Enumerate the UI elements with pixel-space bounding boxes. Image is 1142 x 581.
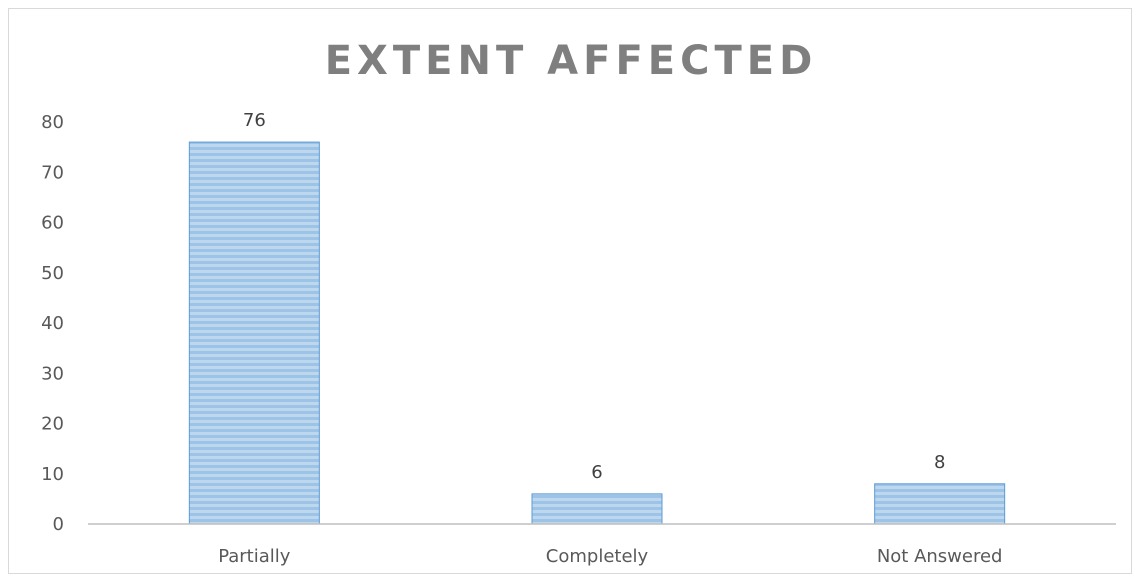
- y-tick-label: 70: [41, 162, 64, 183]
- y-tick-label: 0: [53, 514, 64, 535]
- bar-not-answered: [874, 483, 1006, 525]
- data-label: 8: [934, 452, 945, 473]
- y-axis: 0 10 20 30 40 50 60 70 80: [41, 112, 64, 535]
- x-tick-label: Not Answered: [877, 546, 1003, 567]
- x-tick-label: Partially: [218, 546, 291, 567]
- bar-partially: [188, 141, 320, 525]
- chart-title: EXTENT AFFECTED: [324, 38, 818, 84]
- data-label: 76: [243, 110, 266, 131]
- data-label: 6: [591, 462, 602, 483]
- bars: [188, 141, 1006, 525]
- bar-completely: [531, 493, 663, 525]
- y-tick-label: 40: [41, 313, 64, 334]
- y-tick-label: 20: [41, 414, 64, 435]
- y-tick-label: 60: [41, 213, 64, 234]
- y-tick-label: 30: [41, 363, 64, 384]
- y-tick-label: 10: [41, 464, 64, 485]
- data-labels: 76 6 8: [243, 110, 946, 483]
- x-tick-label: Completely: [546, 546, 649, 567]
- x-axis: Partially Completely Not Answered: [218, 546, 1002, 567]
- y-tick-label: 80: [41, 112, 64, 133]
- y-tick-label: 50: [41, 263, 64, 284]
